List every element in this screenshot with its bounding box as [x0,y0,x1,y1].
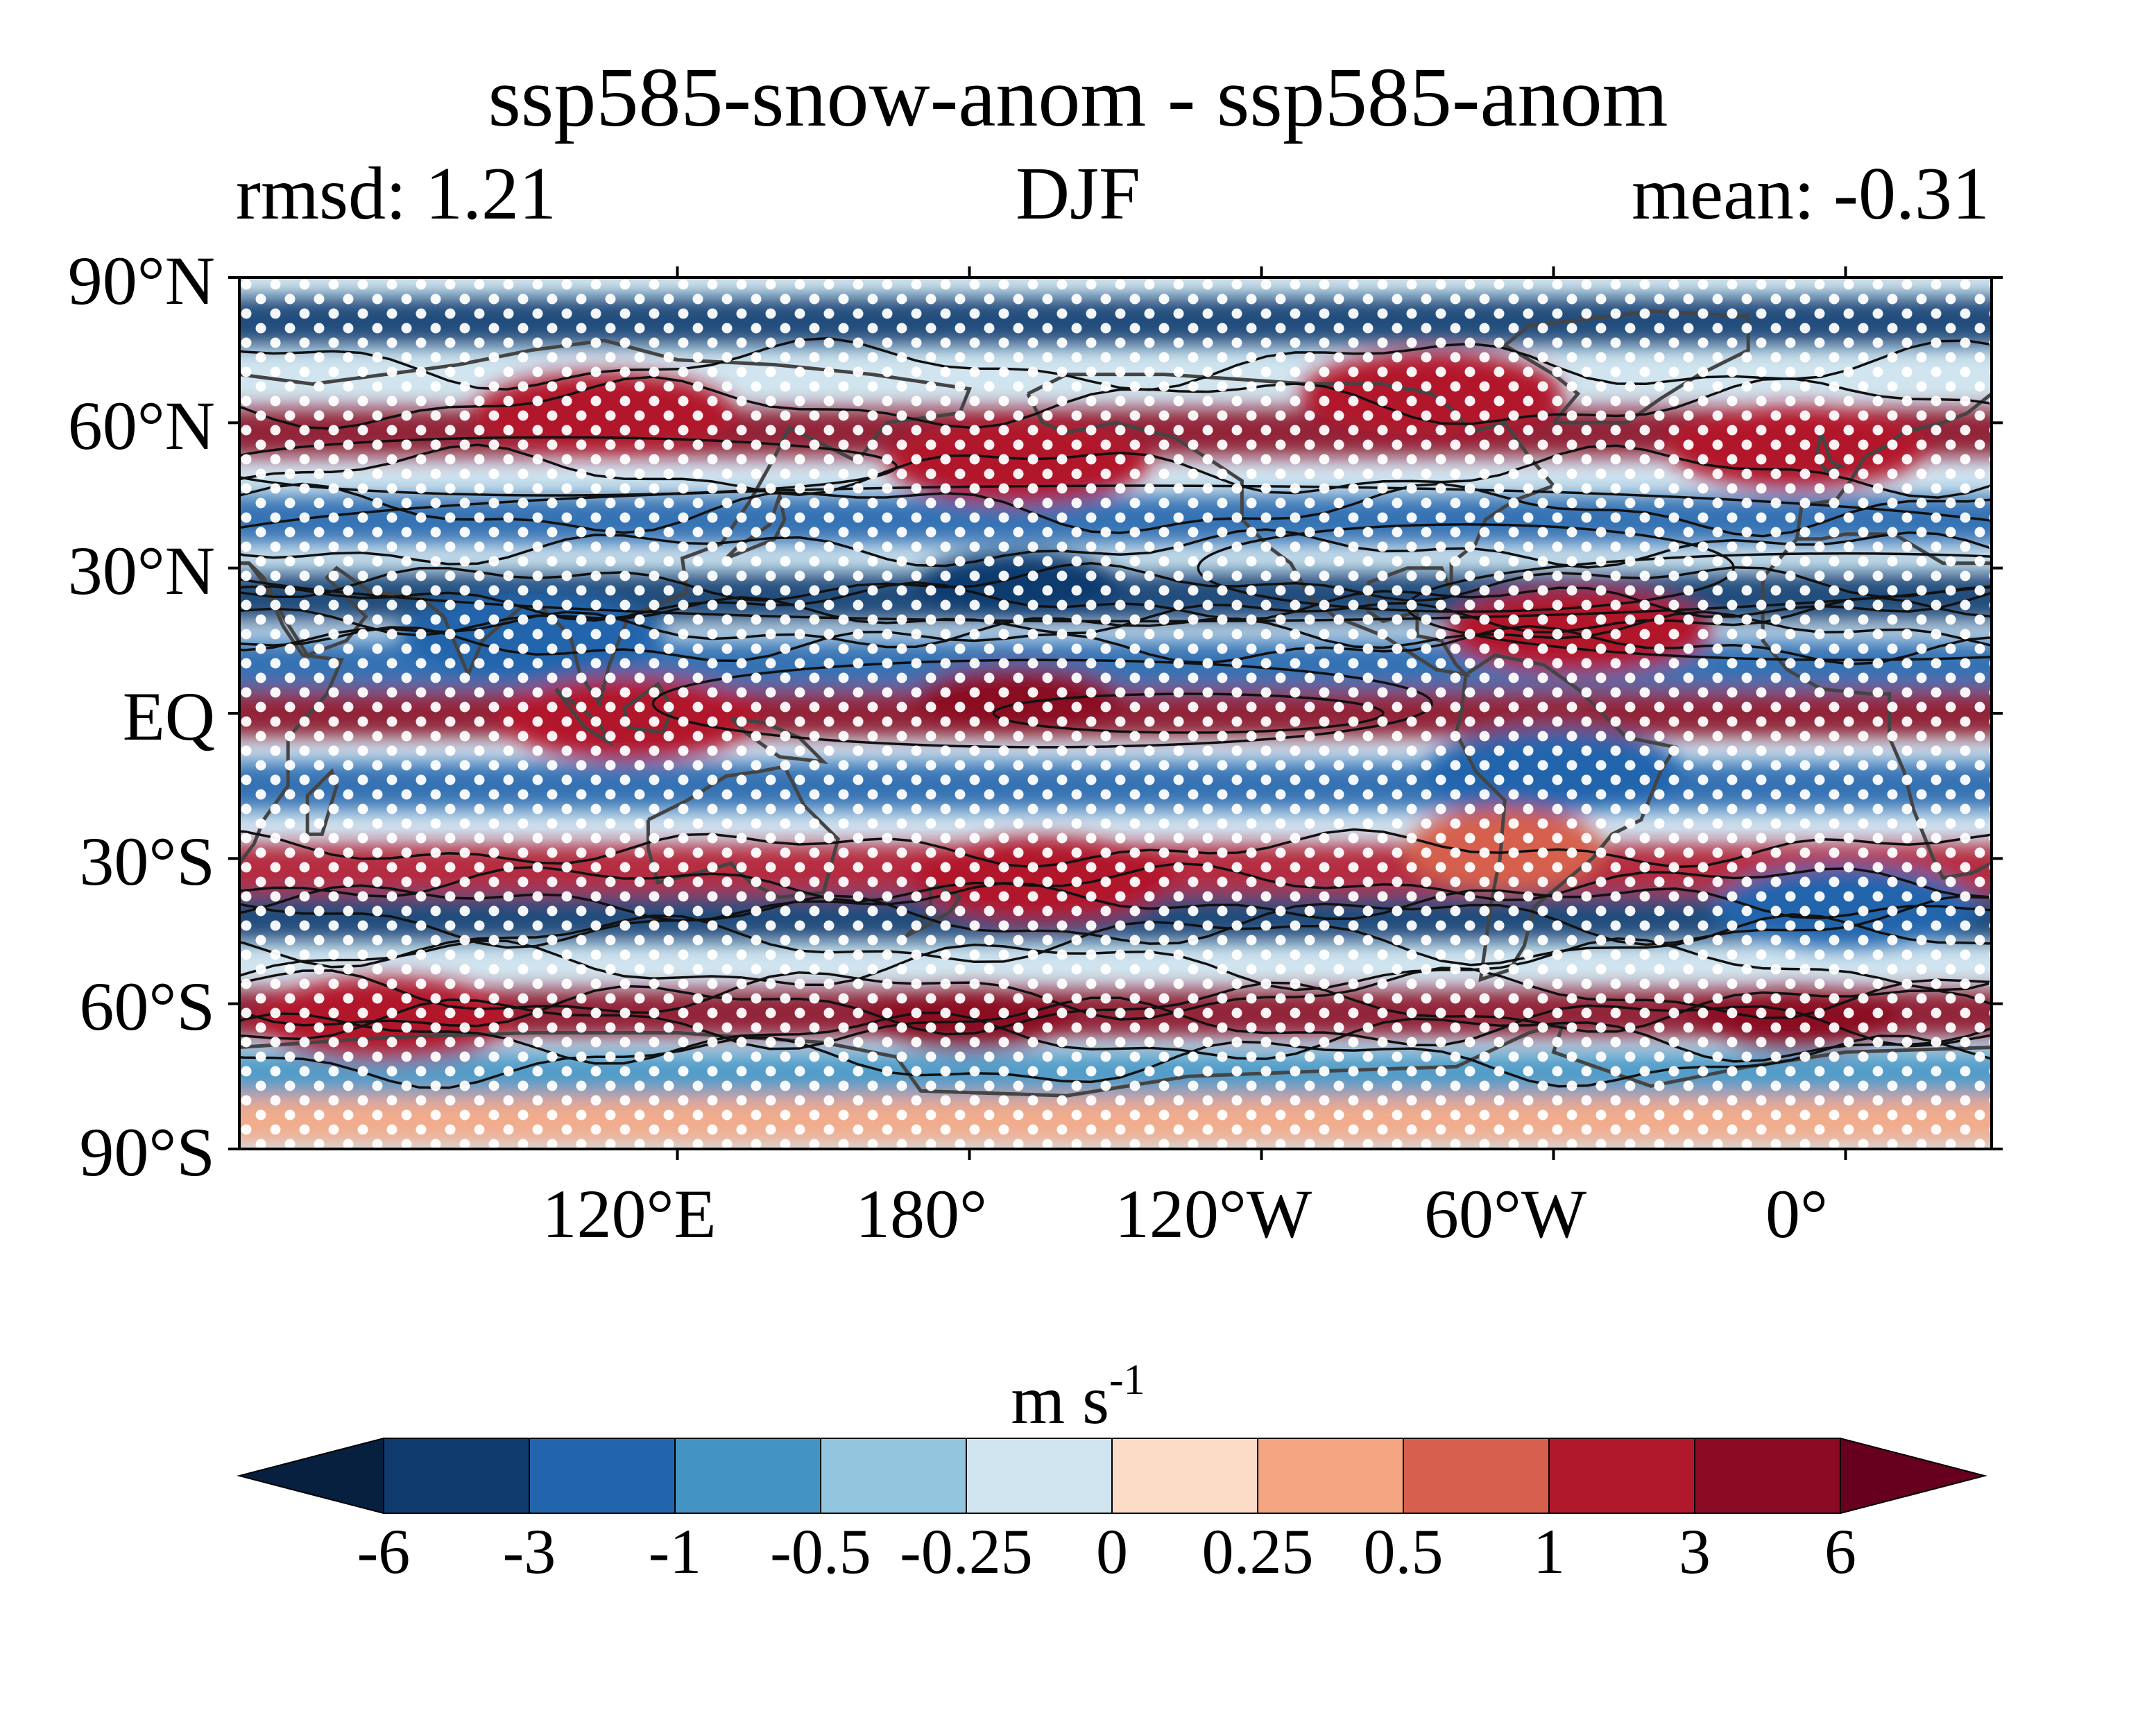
colorbar [237,1437,1987,1515]
x-tick-label: 0° [1765,1175,1828,1252]
y-tick-label: 30°N [67,532,215,609]
x-tick-label: 120°E [542,1175,717,1252]
colorbar-segment [1694,1438,1841,1514]
axis-ticks [228,266,2003,1160]
colorbar-tick-label: 1 [1533,1516,1565,1587]
colorbar-extend-low [237,1437,384,1515]
colorbar-tick-label: 0 [1096,1516,1128,1587]
y-tick-label: 90°S [79,1114,215,1191]
colorbar-segment [1403,1438,1550,1514]
x-tick-label: 180° [855,1175,987,1252]
y-tick-label: 30°S [79,823,215,900]
y-tick-label: EQ [122,678,215,755]
colorbar-segment [1111,1438,1258,1514]
colorbar-tick-label: -3 [502,1516,556,1587]
colorbar-segment [1548,1438,1695,1514]
colorbar-unit: m s-1 [0,1356,2156,1440]
x-tick-label: 120°W [1114,1175,1312,1252]
colorbar-segment [529,1438,676,1514]
significance-stippling [239,278,1992,1149]
colorbar-tick-label: -0.5 [770,1516,871,1587]
unit-exponent: -1 [1109,1356,1145,1404]
colorbar-tick-label: -6 [357,1516,411,1587]
season-label: DJF [1015,153,1141,235]
colorbar-tick-label: 0.5 [1363,1516,1444,1587]
mean-label: mean: -0.31 [1632,153,1990,235]
rmsd-label: rmsd: 1.21 [236,153,557,235]
colorbar-tick-label: 0.25 [1201,1516,1314,1587]
figure-title: ssp585-snow-anom - ssp585-anom [488,51,1668,144]
colorbar-segment [966,1438,1113,1514]
anomaly-map [239,278,1992,1149]
colorbar-extend-high [1840,1437,1987,1515]
colorbar-segment [1257,1438,1404,1514]
colorbar-segment [820,1438,967,1514]
colorbar-segment [383,1438,530,1514]
y-tick-label: 90°N [67,242,215,319]
x-tick-label: 60°W [1423,1175,1587,1252]
colorbar-tick-label: 3 [1679,1516,1711,1587]
colorbar-tick-label: 6 [1824,1516,1856,1587]
y-tick-label: 60°S [79,968,215,1045]
y-tick-label: 60°N [67,387,215,464]
colorbar-segment [674,1438,821,1514]
colorbar-tick-label: -0.25 [900,1516,1033,1587]
colorbar-tick-label: -1 [648,1516,702,1587]
unit-base: m s [1011,1361,1110,1438]
